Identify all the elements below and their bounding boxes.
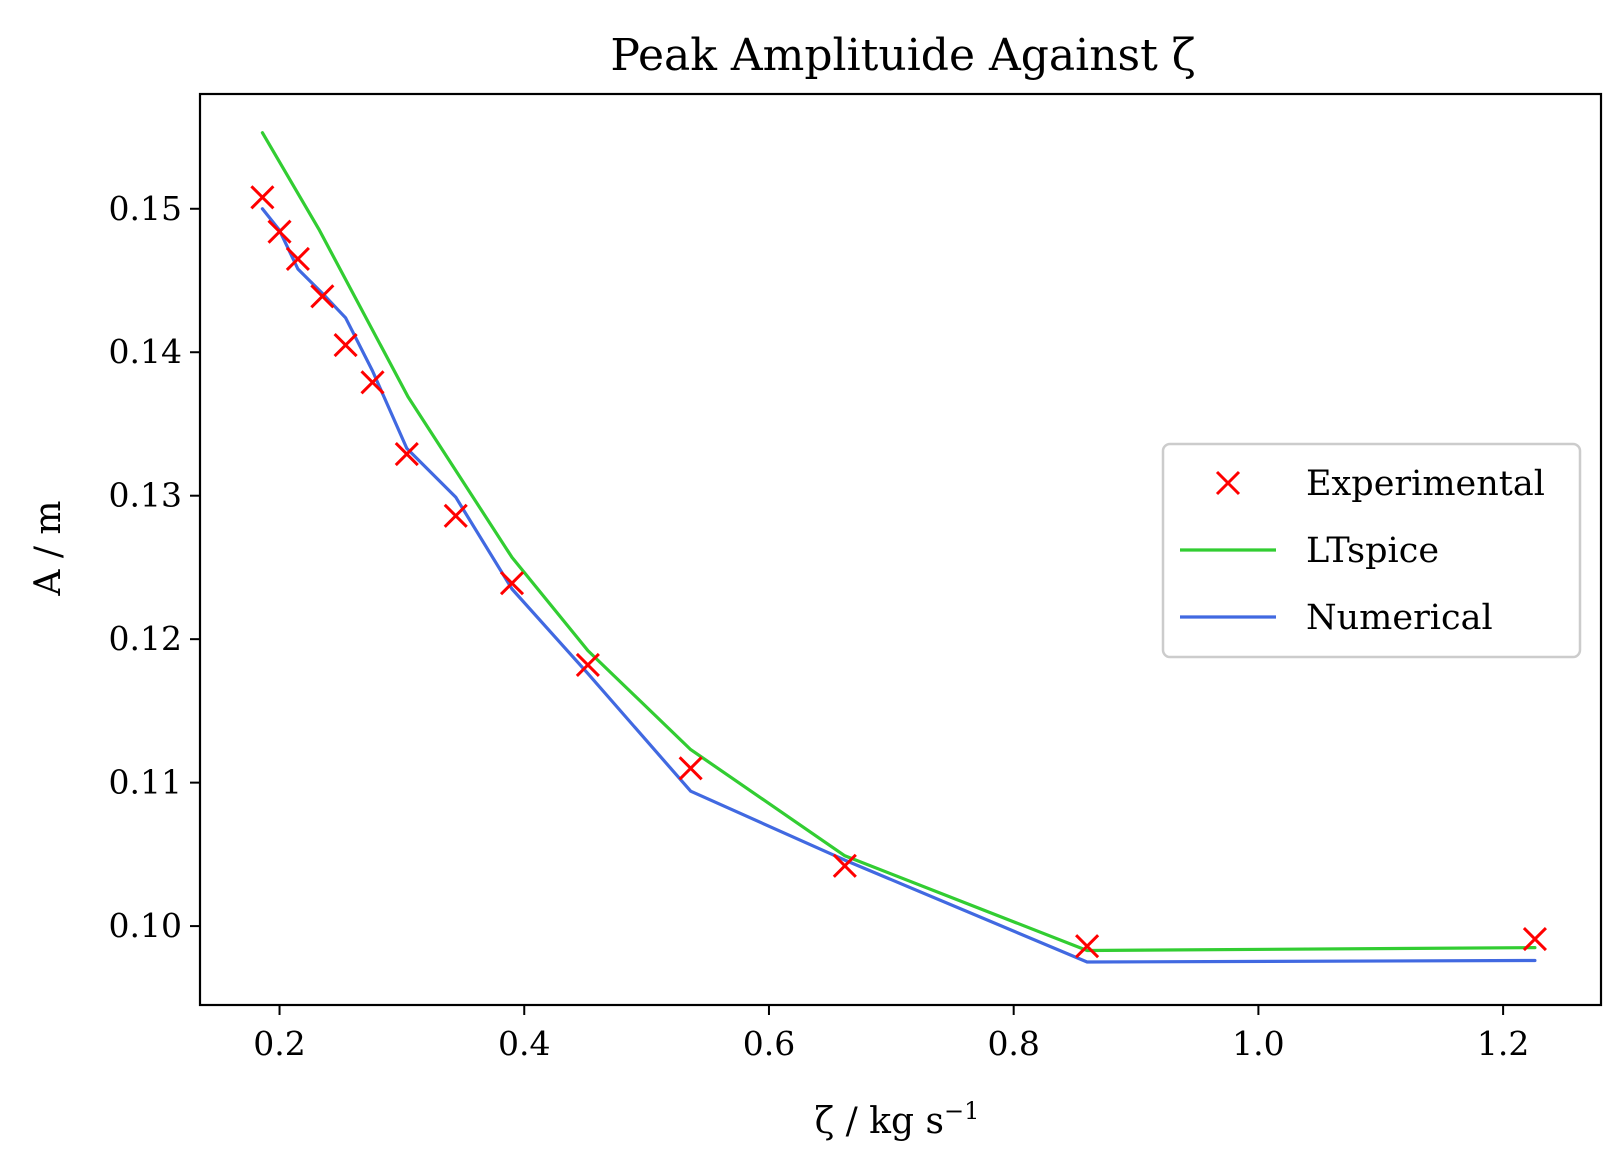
x-tick-label: 1.2 (1477, 1024, 1529, 1063)
plot-area (198, 92, 1603, 1007)
data-point-experimental (267, 219, 292, 244)
data-point-experimental (360, 370, 385, 395)
legend-label-numerical: Numerical (1306, 598, 1493, 638)
legend: Experimental LTspice Numerical (1161, 442, 1582, 659)
data-point-experimental (1522, 926, 1547, 952)
legend-label-experimental: Experimental (1306, 464, 1545, 504)
x-tick-label: 0.4 (498, 1024, 550, 1063)
x-axis-label-main: ζ / kg s (815, 1101, 944, 1142)
legend-label-ltspice: LTspice (1306, 531, 1439, 571)
legend-handle-experimental (1215, 470, 1241, 496)
data-point-experimental (285, 246, 310, 272)
chart-title: Peak Amplituide Against ζ (610, 30, 1195, 81)
data-point-experimental (832, 853, 857, 878)
y-tick-label: 0.13 (109, 476, 182, 515)
data-point-experimental (250, 185, 275, 210)
data-point-experimental (575, 652, 600, 678)
y-tick-label: 0.12 (109, 619, 182, 658)
data-point-experimental (394, 442, 419, 467)
data-point-experimental (310, 284, 335, 309)
plot-frame (198, 92, 1603, 1007)
x-tick-label: 1.0 (1232, 1024, 1284, 1063)
x-tick-label: 0.6 (743, 1024, 795, 1063)
data-point-experimental (1075, 934, 1100, 959)
x-axis-label-exponent: −1 (944, 1097, 979, 1125)
y-tick-label: 0.10 (109, 906, 182, 945)
y-tick-label: 0.11 (109, 763, 182, 802)
series-line-ltspice (260, 131, 1537, 953)
data-point-experimental (443, 503, 468, 528)
x-tick-label: 0.8 (987, 1024, 1039, 1063)
series-line-numerical (260, 207, 1537, 964)
ticks-layer: 0.2 0.4 0.6 0.8 1.0 1.2 0.10 0.11 0.12 0.13 0.14 0.… (109, 189, 1530, 1063)
y-tick-label: 0.15 (109, 189, 182, 228)
series-layer (250, 131, 1547, 964)
x-tick-label: 0.2 (253, 1024, 305, 1063)
x-axis-label: ζ / kg s−1 (815, 1097, 980, 1142)
data-point-experimental (499, 571, 525, 596)
data-point-experimental (333, 333, 358, 358)
y-tick-label: 0.14 (109, 332, 182, 371)
data-point-experimental (678, 756, 703, 781)
legend-box (1161, 442, 1582, 659)
y-axis-label: A / m (28, 500, 69, 596)
